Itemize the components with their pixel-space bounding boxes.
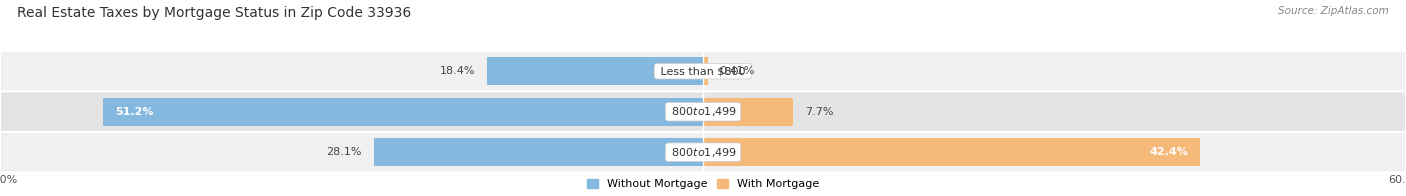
Text: 0.41%: 0.41% [720,66,755,76]
Bar [703,57,707,85]
Text: Real Estate Taxes by Mortgage Status in Zip Code 33936: Real Estate Taxes by Mortgage Status in … [17,6,411,20]
Legend: Without Mortgage, With Mortgage: Without Mortgage, With Mortgage [582,175,824,194]
Text: 18.4%: 18.4% [440,66,475,76]
Bar [103,98,703,126]
Text: $800 to $1,499: $800 to $1,499 [668,105,738,118]
Bar [703,138,1199,166]
Bar [703,98,793,126]
Text: 7.7%: 7.7% [804,107,834,117]
FancyBboxPatch shape [0,92,1406,132]
Text: Less than $800: Less than $800 [657,66,749,76]
Text: Source: ZipAtlas.com: Source: ZipAtlas.com [1278,6,1389,16]
FancyBboxPatch shape [0,51,1406,92]
Bar [488,57,703,85]
Bar [374,138,703,166]
FancyBboxPatch shape [0,132,1406,172]
Text: $800 to $1,499: $800 to $1,499 [668,146,738,159]
Text: 51.2%: 51.2% [115,107,153,117]
Text: 28.1%: 28.1% [326,147,363,157]
Text: 42.4%: 42.4% [1149,147,1188,157]
